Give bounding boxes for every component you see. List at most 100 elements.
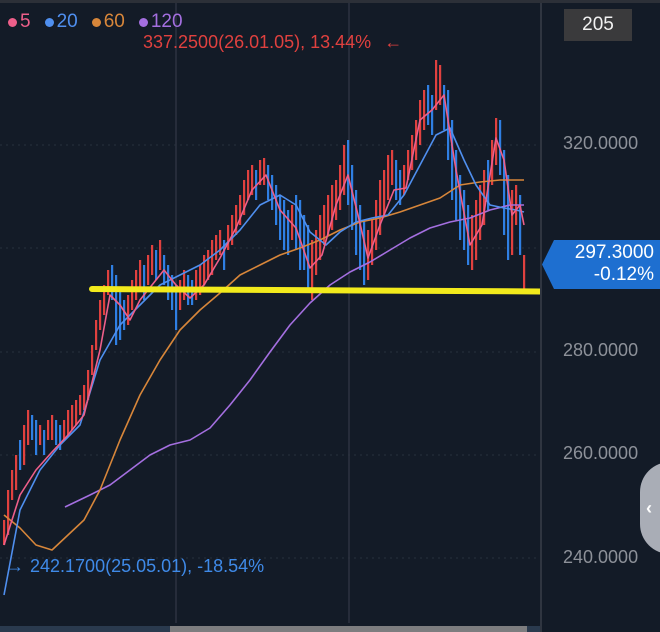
candle [231,215,234,245]
horizontal-scrollbar-thumb[interactable] [170,626,527,632]
candle [407,150,410,180]
candle [207,250,210,280]
candle [299,200,302,270]
candle [383,170,386,215]
candle [11,470,14,500]
candle [123,300,126,330]
candle [247,170,250,200]
candle [7,490,10,535]
candle [111,265,114,300]
support-trendline[interactable] [89,286,540,295]
top-border [0,0,660,3]
candle [391,150,394,185]
candle [51,415,54,440]
candle [23,425,26,465]
candle [331,185,334,230]
candle [451,120,454,200]
candle [403,165,406,195]
candle [267,165,270,200]
candle [235,205,238,235]
ma-legend: 5 20 60 120 [8,11,183,33]
candle-count-badge[interactable]: 205 [564,9,632,41]
current-price-tag: 297.3000 -0.12% [542,240,660,289]
candle [455,150,458,220]
candle [399,170,402,205]
price-axis[interactable] [540,3,660,632]
candle [519,195,522,255]
candle [275,185,278,225]
candle [263,158,266,185]
candle [427,85,430,125]
candle [411,135,414,170]
ma120-line [64,204,524,508]
low-price-text: 242.1700(25.05.01), -18.54% [30,556,265,576]
candle [151,245,154,275]
candle [351,165,354,230]
collapse-panel-button[interactable]: ‹ [640,462,660,554]
legend-ma120[interactable]: 120 [138,11,183,33]
candle [47,420,50,440]
ma5-dot-icon [8,17,17,27]
candle [31,415,34,440]
candle [71,405,74,430]
price-chart[interactable] [0,3,540,623]
candle [175,285,178,330]
candle [99,300,102,330]
candlestick-series [3,60,526,545]
candle [199,265,202,295]
y-tick-260: 260.0000 [563,443,639,463]
candle [147,255,150,285]
ma5-line [3,94,525,546]
ma20-line [3,127,525,596]
candle [27,410,30,445]
candle [295,195,298,250]
ma60-line [3,179,524,551]
candle [239,195,242,225]
candle [219,230,222,255]
y-tick-320: 320.0000 [563,133,639,153]
candle [15,455,18,490]
candle [63,420,66,440]
candle [59,425,62,450]
candle [311,240,314,300]
moving-average-series [3,94,525,596]
candle [463,190,466,250]
current-price-values: 297.3000 -0.12% [575,242,654,286]
candle [503,150,506,235]
legend-ma20[interactable]: 20 [44,11,78,33]
candle [259,160,262,185]
candle [131,280,134,310]
legend-ma60-label: 60 [103,11,125,32]
candle [215,235,218,260]
candle [327,195,330,235]
candle [103,285,106,315]
candle [183,270,186,300]
candle [279,195,282,240]
chevron-left-icon: ‹ [646,497,652,518]
candle [3,520,6,545]
legend-ma20-label: 20 [56,11,78,32]
candle [227,225,230,250]
candle [135,270,138,300]
right-arrow-icon: → [6,556,24,576]
candle [91,345,94,375]
high-price-text: 337.2500(26.01.05), 13.44% [143,32,372,52]
candle [43,430,46,455]
candle [87,370,90,400]
ma60-dot-icon [91,17,101,27]
candle [143,265,146,300]
candle [395,160,398,200]
y-tick-240: 240.0000 [563,547,639,567]
candle [107,270,110,295]
legend-ma5[interactable]: 5 [8,11,31,33]
ma120-dot-icon [138,17,148,27]
candle [251,165,254,195]
candle [343,145,346,195]
candle [283,200,286,250]
candle [303,215,306,270]
candle [423,90,426,130]
candle [375,200,378,250]
current-price: 297.3000 [574,242,654,263]
chart-plot-area[interactable]: 5 20 60 120 337.2500(26.01.05), 13.44% ←… [0,3,540,623]
legend-ma60[interactable]: 60 [91,11,125,33]
